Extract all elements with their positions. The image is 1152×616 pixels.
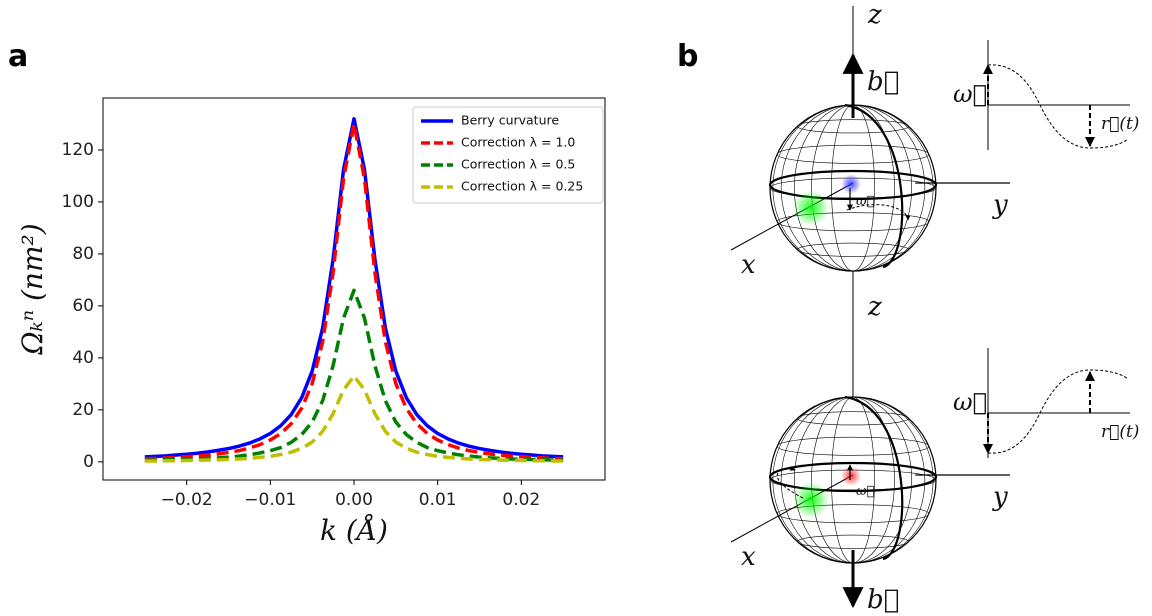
y-tick-label: 120 xyxy=(62,140,94,160)
x-tick-label: −0.01 xyxy=(244,490,296,510)
vector-label: ω⃗ xyxy=(856,484,875,499)
vector-label: r⃗(t) xyxy=(1101,114,1139,134)
series-line xyxy=(144,122,564,461)
vector-label: b⃗ xyxy=(867,585,899,615)
vector-label: b⃗ xyxy=(867,67,899,97)
legend-label: Berry curvature xyxy=(461,113,559,128)
plot-frame xyxy=(102,97,606,481)
legend-label: Correction λ = 0.5 xyxy=(461,157,575,172)
x-tick-label: −0.02 xyxy=(161,490,213,510)
vector-label: ω⃗ xyxy=(953,388,987,416)
x-tick-label: 0.01 xyxy=(419,490,457,510)
x-axis xyxy=(730,474,854,543)
y-tick-label: 60 xyxy=(72,296,94,316)
vector-label: ω⃗ xyxy=(953,80,987,108)
series-line xyxy=(144,374,564,463)
legend-box xyxy=(412,106,604,204)
x-axis xyxy=(730,182,854,251)
equator xyxy=(768,169,938,201)
diagram: z b⃗ y x ω⃗ z b⃗ y x ω⃗ ω⃗ r⃗(t) ω⃗ r⃗(t) xyxy=(730,0,1139,615)
meridian xyxy=(844,103,904,269)
glow xyxy=(793,482,829,518)
axis-label: y xyxy=(992,190,1008,220)
glow xyxy=(841,466,861,486)
axis-label: z xyxy=(867,0,882,30)
y-tick-label: 80 xyxy=(72,244,94,264)
vector-label: r⃗(t) xyxy=(1101,422,1139,442)
x-tick-label: 0.00 xyxy=(335,490,373,510)
y-tick-label: 20 xyxy=(72,400,94,420)
axis-label: x xyxy=(741,542,756,572)
y-tick-label: 0 xyxy=(83,452,94,472)
rotation-arrow xyxy=(846,204,911,221)
rotation-arrow xyxy=(776,465,804,499)
x-axis-label: k (Å) xyxy=(320,514,388,547)
series-line xyxy=(144,288,564,462)
vector-label: ω⃗ xyxy=(856,194,875,209)
axis-label: z xyxy=(867,292,882,322)
legend-label: Correction λ = 1.0 xyxy=(461,135,575,150)
panel-label: b xyxy=(677,39,698,74)
axis-label: y xyxy=(992,482,1008,512)
chart: 0 20 40 60 80 100 120 −0.02 −0.01 0.00 0.01 0.02 k (… xyxy=(16,97,606,547)
panel-label: a xyxy=(8,39,28,74)
axis-label: x xyxy=(741,250,756,280)
glow xyxy=(841,174,861,194)
inset-curve xyxy=(987,369,1129,454)
glow xyxy=(793,190,829,226)
series-line xyxy=(144,117,564,459)
y-tick-label: 40 xyxy=(72,348,94,368)
x-tick-label: 0.02 xyxy=(502,490,540,510)
y-tick-label: 100 xyxy=(62,192,94,212)
meridian xyxy=(844,395,904,561)
inset-curve xyxy=(987,64,1129,149)
equator xyxy=(768,461,938,493)
y-axis-label: Ωₖⁿ (nm²) xyxy=(16,223,49,355)
legend-label: Correction λ = 0.25 xyxy=(461,179,583,194)
